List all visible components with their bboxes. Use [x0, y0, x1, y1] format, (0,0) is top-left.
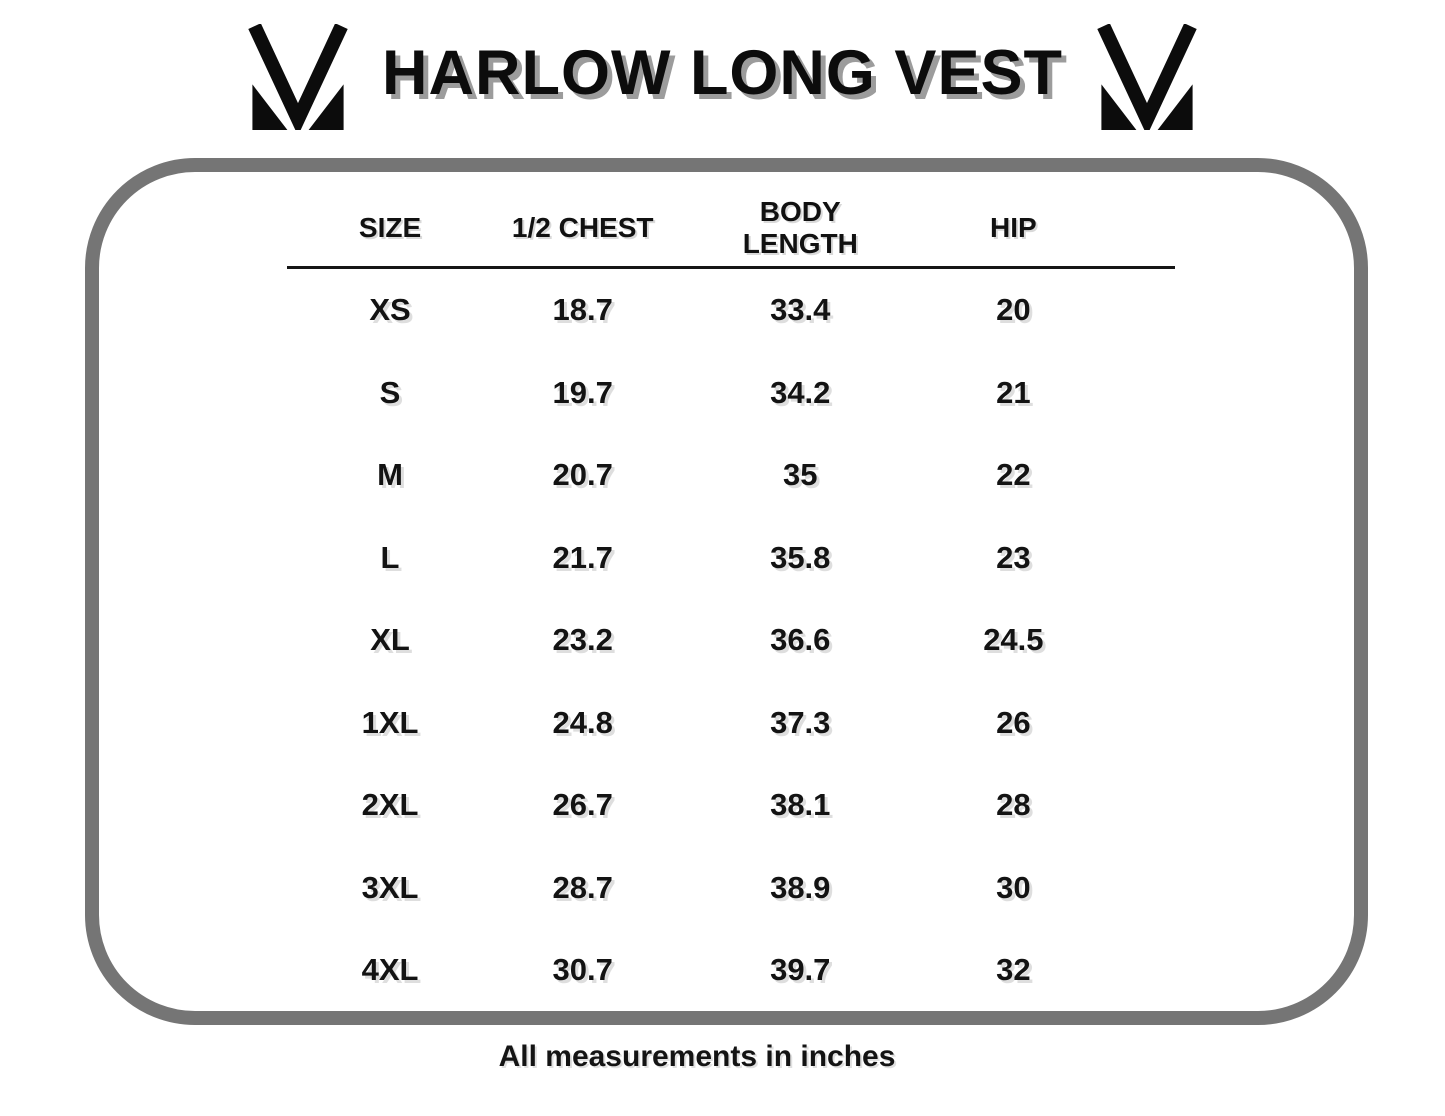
size-cell: L — [380, 539, 400, 575]
col-header-hip: HIP — [990, 211, 1037, 243]
size-cell: 3XL — [361, 869, 419, 905]
page-header: HARLOW LONG VEST — [0, 24, 1445, 130]
size-cell: S — [379, 374, 401, 410]
table-row: M 20.7 35 22 — [287, 434, 1175, 517]
half-chest-cell: 26.7 — [552, 787, 613, 823]
hip-cell: 23 — [996, 539, 1031, 575]
hip-cell: 28 — [996, 787, 1031, 823]
size-table: SIZE 1/2 CHEST BODY LENGTH HIP XS 18.7 3… — [287, 190, 1175, 1012]
body-length-cell: 39.7 — [770, 952, 831, 988]
half-chest-cell: 18.7 — [552, 292, 613, 328]
hip-cell: 22 — [996, 457, 1031, 493]
body-length-cell: 33.4 — [770, 292, 831, 328]
hip-cell: 30 — [996, 869, 1031, 905]
half-chest-cell: 19.7 — [552, 374, 613, 410]
hip-cell: 32 — [996, 952, 1031, 988]
table-header-row: SIZE 1/2 CHEST BODY LENGTH HIP — [287, 190, 1175, 266]
half-chest-cell: 21.7 — [552, 539, 613, 575]
half-chest-cell: 28.7 — [552, 869, 613, 905]
table-row: 2XL 26.7 38.1 28 — [287, 764, 1175, 847]
size-cell: XS — [369, 292, 411, 328]
hip-cell: 26 — [996, 704, 1031, 740]
body-length-cell: 35.8 — [770, 539, 831, 575]
hip-cell: 20 — [996, 292, 1031, 328]
body-length-cell: 37.3 — [770, 704, 831, 740]
size-cell: 1XL — [361, 704, 419, 740]
half-chest-cell: 20.7 — [552, 457, 613, 493]
table-row: XL 23.2 36.6 24.5 — [287, 599, 1175, 682]
table-row: XS 18.7 33.4 20 — [287, 269, 1175, 352]
table-row: S 19.7 34.2 21 — [287, 352, 1175, 435]
body-length-cell: 36.6 — [770, 622, 831, 658]
col-header-size: SIZE — [358, 211, 422, 243]
body-length-cell: 38.9 — [770, 869, 831, 905]
half-chest-cell: 30.7 — [552, 952, 613, 988]
size-cell: M — [377, 457, 403, 493]
col-header-half-chest: 1/2 CHEST — [511, 211, 654, 243]
page-title: HARLOW LONG VEST — [382, 37, 1063, 108]
col-header-body-length: BODY LENGTH — [742, 195, 858, 259]
table-row: L 21.7 35.8 23 — [287, 517, 1175, 600]
size-cell: 4XL — [361, 952, 419, 988]
m-monogram-logo-left-icon — [240, 24, 356, 130]
body-length-cell: 34.2 — [770, 374, 831, 410]
table-row: 3XL 28.7 38.9 30 — [287, 847, 1175, 930]
m-monogram-logo-right-icon — [1089, 24, 1205, 130]
half-chest-cell: 23.2 — [552, 622, 613, 658]
size-chart-box: SIZE 1/2 CHEST BODY LENGTH HIP XS 18.7 3… — [85, 158, 1368, 1025]
body-length-cell: 38.1 — [770, 787, 831, 823]
measurement-units-note: All measurements in inches — [498, 1040, 896, 1073]
table-row: 4XL 30.7 39.7 32 — [287, 929, 1175, 1012]
hip-cell: 24.5 — [983, 622, 1044, 658]
half-chest-cell: 24.8 — [552, 704, 613, 740]
table-row: 1XL 24.8 37.3 26 — [287, 682, 1175, 765]
size-cell: XL — [370, 622, 410, 658]
table-body: XS 18.7 33.4 20 S 19.7 34.2 21 M 20.7 35 — [287, 269, 1175, 1012]
body-length-cell: 35 — [783, 457, 818, 493]
size-cell: 2XL — [361, 787, 419, 823]
header-divider-line — [287, 266, 1175, 269]
hip-cell: 21 — [996, 374, 1031, 410]
